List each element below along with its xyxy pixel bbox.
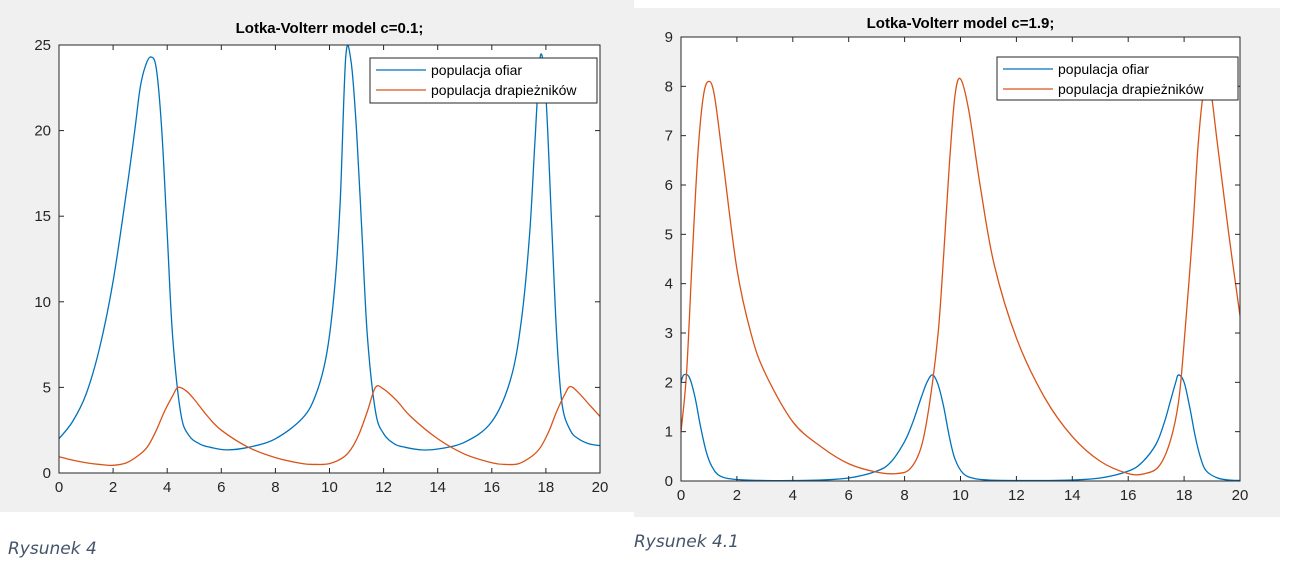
x-tick-label: 18 [538,479,555,496]
chart-title: Lotka-Volterr model c=1.9; [867,15,1055,32]
x-tick-label: 2 [109,479,117,496]
legend-label-prey: populacja ofiar [1058,61,1149,77]
x-tick-label: 12 [1008,487,1025,504]
x-tick-label: 8 [900,487,908,504]
y-tick-label: 4 [665,276,673,293]
x-tick-label: 14 [429,479,446,496]
y-tick-label: 7 [665,128,673,145]
legend-label-predator: populacja drapieżników [1058,81,1204,97]
legend-box [369,57,598,104]
chart-panel-c19: 0 2 4 6 8 10 12 14 16 18 20 0 1 2 3 4 5 6 7 8 9 Lotka-Volterr… [634,8,1280,517]
x-tick-label: 16 [483,479,500,496]
x-tick-label: 8 [271,479,279,496]
plot-area [681,37,1240,481]
plot-area [59,45,600,473]
chart-panel-c01: 0 2 4 6 8 10 12 14 16 18 20 0 5 10 15 20 25 Lotka-Volterr… [0,0,634,512]
x-tick-label: 20 [1232,487,1249,504]
x-tick-label: 10 [952,487,969,504]
y-tick-label: 1 [665,424,673,441]
series-line-predator [59,385,600,467]
x-tick-label: 0 [677,487,685,504]
x-tick-label: 4 [163,479,171,496]
y-tick-label: 5 [665,226,673,243]
y-tick-label: 10 [34,294,51,311]
x-tick-label: 16 [1120,487,1137,504]
y-tick-label: 6 [665,177,673,194]
chart-title: Lotka-Volterr model c=0.1; [236,20,424,37]
y-tick-label: 9 [665,29,673,46]
x-tick-label: 12 [375,479,392,496]
line-chart-c01: 0 2 4 6 8 10 12 14 16 18 20 0 5 10 15 20 25 Lotka-Volterr… [34,20,609,496]
x-tick-label: 6 [217,479,225,496]
line-chart-c19: 0 2 4 6 8 10 12 14 16 18 200123456789Lotka-Volterr… [665,15,1249,504]
y-tick-label: 8 [665,78,673,95]
y-tick-label: 2 [665,374,673,391]
x-tick-label: 20 [592,479,609,496]
y-tick-label: 25 [34,37,51,54]
legend-box [996,56,1239,101]
x-tick-label: 0 [55,479,63,496]
legend-label-prey: populacja ofiar [431,62,522,78]
y-tick-label: 0 [43,465,51,482]
y-tick-label: 0 [665,473,673,490]
y-tick-label: 5 [43,379,51,396]
x-tick-label: 2 [733,487,741,504]
y-tick-label: 3 [665,325,673,342]
x-tick-label: 4 [789,487,797,504]
y-tick-label: 20 [34,123,51,140]
x-tick-label: 10 [321,479,338,496]
legend-label-predator: populacja drapieżników [431,82,577,98]
x-tick-label: 6 [845,487,853,504]
x-tick-label: 14 [1064,487,1081,504]
y-tick-label: 15 [34,208,51,225]
series-line-predator [681,76,1240,476]
x-tick-label: 18 [1176,487,1193,504]
figure-caption-1: Rysunek 4 [8,539,97,559]
figure-caption-2: Rysunek 4.1 [634,532,740,552]
